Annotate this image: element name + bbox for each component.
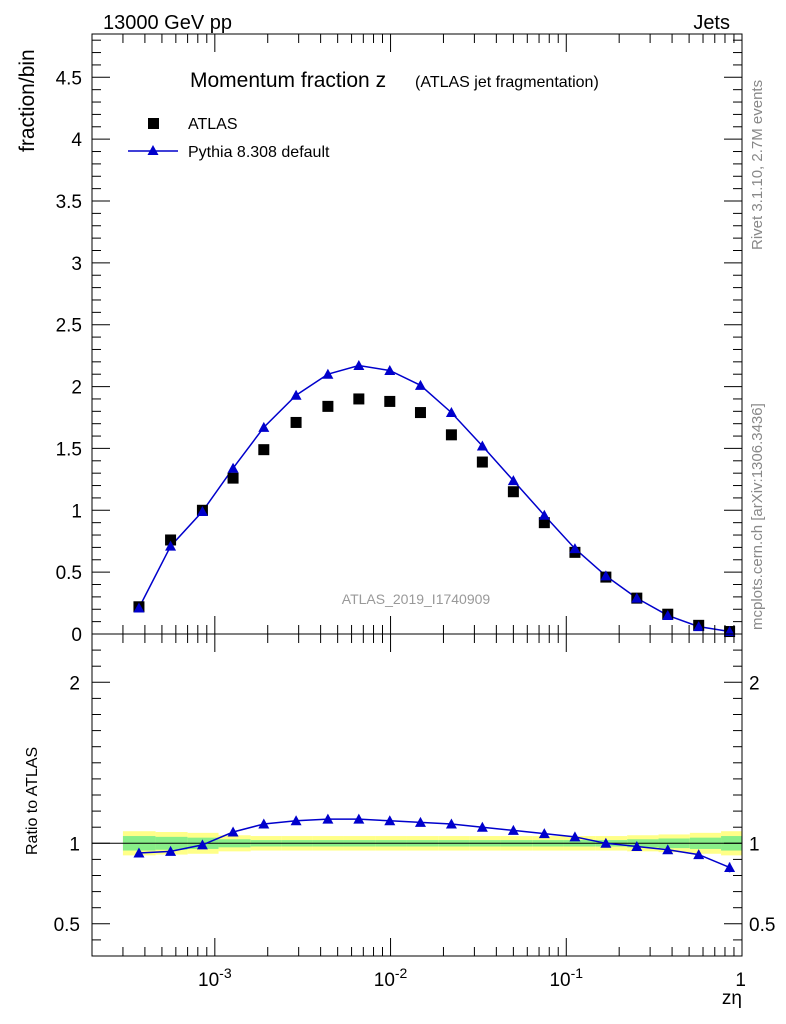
- ratio-y-axis-label: Ratio to ATLAS: [24, 747, 41, 855]
- pythia-point: [322, 368, 334, 379]
- pythia-point: [384, 364, 396, 375]
- pythia-ratio-point: [196, 839, 208, 850]
- pythia-point: [133, 602, 145, 613]
- legend-pythia-label: Pythia 8.308 default: [188, 144, 330, 161]
- watermark: ATLAS_2019_I1740909: [342, 591, 491, 607]
- pythia-ratio-point: [384, 815, 396, 826]
- main-panel: 0 0.5 1 1.5 2 2.5 3 3.5 4 4.5 Momentum fraction z…: [16, 33, 743, 646]
- top-y-axis-label: fraction/bin: [16, 49, 39, 152]
- pythia-ratio-point: [445, 818, 457, 829]
- pythia-ratio-point: [507, 824, 519, 835]
- pythia-ratio-point: [569, 831, 581, 842]
- pythia-point: [196, 506, 208, 517]
- pythia-point: [476, 440, 488, 451]
- pythia-ratio-point: [353, 813, 365, 824]
- pythia-ratio-point: [258, 818, 270, 829]
- atlas-point: [258, 444, 270, 456]
- top-y-tick-label: 0.5: [56, 563, 82, 584]
- x-tick-label: 10-2: [374, 965, 408, 991]
- top-y-tick-label: 4.5: [56, 68, 82, 89]
- top-y-tick-label: 0: [71, 625, 82, 646]
- pythia-ratio-point: [165, 845, 177, 856]
- header-right: Jets: [693, 12, 730, 34]
- chart-title-main: Momentum fraction z: [190, 69, 386, 92]
- pythia-ratio-point: [290, 815, 302, 826]
- pythia-point: [693, 621, 705, 632]
- pythia-ratio-point: [662, 844, 674, 855]
- pythia-ratio-point: [693, 849, 705, 860]
- atlas-point: [353, 393, 365, 405]
- x-axis-label: zη: [722, 988, 742, 1009]
- atlas-point: [322, 400, 334, 412]
- ratio-panel-frame: [91, 633, 743, 957]
- x-tick-label: 10-3: [198, 965, 232, 991]
- legend-pythia-marker: [147, 145, 159, 155]
- ratio-y-tick-label-right: 1: [749, 834, 760, 855]
- pythia-ratio-point: [600, 837, 612, 848]
- top-y-tick-label: 1: [71, 501, 82, 522]
- x-tick-label: 10-1: [549, 965, 583, 991]
- top-y-tick-label: 1.5: [56, 439, 82, 460]
- atlas-point: [414, 407, 426, 419]
- pythia-point: [631, 592, 643, 603]
- atlas-point: [384, 395, 396, 407]
- ratio-y-tick-label-left: 0.5: [54, 915, 80, 936]
- chart-title-sub: (ATLAS jet fragmentation): [415, 74, 599, 91]
- atlas-point: [476, 456, 488, 468]
- pythia-point: [569, 543, 581, 554]
- ratio-y-tick-label-right: 0.5: [749, 915, 775, 936]
- pythia-ratio-point: [133, 847, 145, 858]
- atlas-point: [507, 486, 519, 498]
- top-y-tick-label: 2.5: [56, 316, 82, 337]
- top-y-tick-label: 3.5: [56, 192, 82, 213]
- pythia-ratio-point: [538, 828, 550, 839]
- pythia-point: [538, 509, 550, 520]
- pythia-ratio-point: [631, 841, 643, 852]
- header-left: 13000 GeV pp: [103, 12, 232, 34]
- pythia-ratio-line: [138, 818, 730, 869]
- atlas-point: [227, 472, 239, 484]
- pythia-point: [227, 462, 239, 473]
- pythia-point: [445, 407, 457, 418]
- pythia-ratio-point: [414, 816, 426, 827]
- atlas-point: [290, 416, 302, 428]
- ratio-y-tick-label-right: 2: [749, 673, 760, 694]
- top-y-tick-label: 4: [71, 130, 82, 151]
- pythia-point: [353, 360, 365, 371]
- atlas-point: [538, 517, 550, 529]
- pythia-point: [414, 379, 426, 390]
- top-y-tick-label: 3: [71, 254, 82, 275]
- pythia-ratio-point: [322, 813, 334, 824]
- x-tick-label: 1: [735, 970, 746, 991]
- pythia-ratio-point: [476, 821, 488, 832]
- pythia-point: [507, 475, 519, 486]
- pythia-point: [662, 609, 674, 620]
- atlas-point: [445, 429, 457, 441]
- ratio-panel: 0.5 0.5 1 1 2 2 Ratio to ATLAS: [24, 633, 775, 957]
- pythia-point: [600, 570, 612, 581]
- atlas-point: [165, 534, 177, 546]
- legend: ATLAS Pythia 8.308 default: [128, 116, 330, 161]
- pythia-point: [258, 421, 270, 432]
- ratio-y-tick-label-left: 1: [69, 834, 80, 855]
- mcplots-label: mcplots.cern.ch [arXiv:1306.3436]: [749, 403, 766, 630]
- top-y-tick-label: 2: [71, 378, 82, 399]
- legend-atlas-marker: [148, 118, 159, 129]
- pythia-point: [165, 540, 177, 551]
- pythia-point: [290, 389, 302, 400]
- ratio-y-tick-label-left: 2: [69, 673, 80, 694]
- pythia-ratio-point: [227, 826, 239, 837]
- rivet-label: Rivet 3.1.10, 2.7M events: [749, 80, 766, 250]
- legend-atlas-label: ATLAS: [188, 116, 238, 133]
